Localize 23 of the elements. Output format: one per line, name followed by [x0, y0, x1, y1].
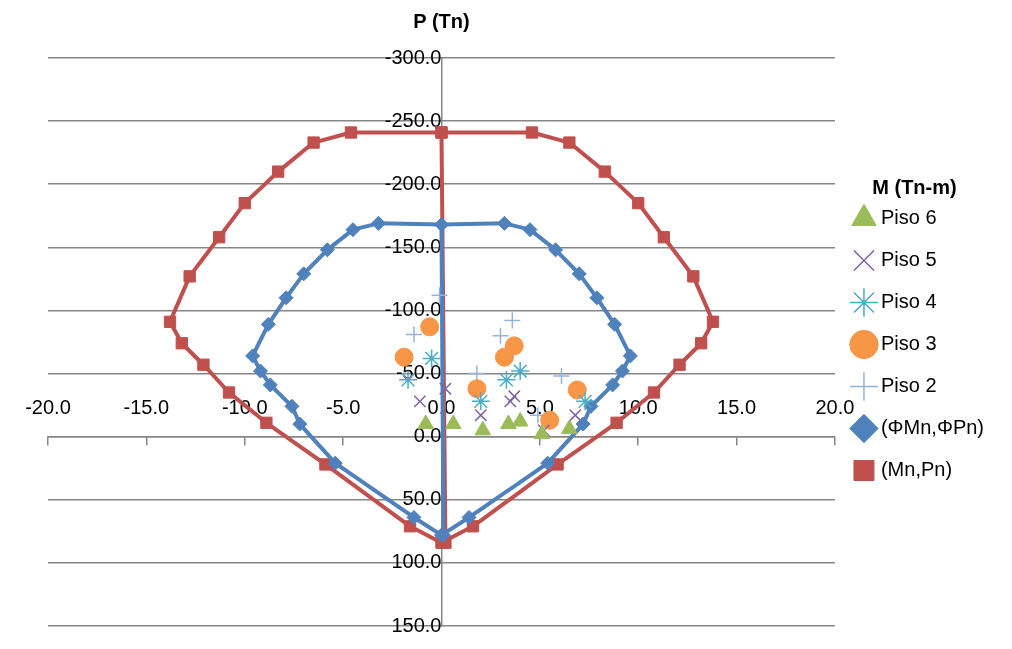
legend-label: Piso 2	[880, 374, 937, 397]
y-tick-label: 100.0	[391, 550, 442, 573]
y-tick-label: -250.0	[384, 108, 442, 131]
y-tick-label: 150.0	[391, 613, 442, 636]
legend-label: Piso 5	[880, 248, 937, 271]
legend-label: (Mn,Pn)	[880, 458, 953, 481]
x-tick-label: 15.0	[717, 396, 757, 419]
x-tick-label: -5.0	[325, 396, 361, 419]
x-tick-label: -15.0	[123, 396, 170, 419]
x-tick-label: -20.0	[25, 396, 71, 419]
y-axis-title: P (Tn)	[413, 9, 470, 32]
legend-label: Piso 6	[880, 206, 937, 229]
legend-label: Piso 3	[880, 332, 937, 355]
y-tick-label: -200.0	[384, 171, 442, 194]
x-tick-label: 20.0	[815, 396, 855, 419]
y-tick-label: -100.0	[384, 297, 442, 320]
y-tick-label: 0.0	[413, 424, 442, 447]
y-tick-label: -150.0	[384, 234, 442, 257]
x-axis-title: M (Tn-m)	[872, 176, 957, 199]
y-tick-label: -300.0	[384, 45, 442, 68]
legend-label: Piso 4	[880, 290, 937, 313]
y-tick-label: 50.0	[402, 487, 442, 510]
legend-label: (ΦMn,ΦPn)	[880, 416, 985, 439]
